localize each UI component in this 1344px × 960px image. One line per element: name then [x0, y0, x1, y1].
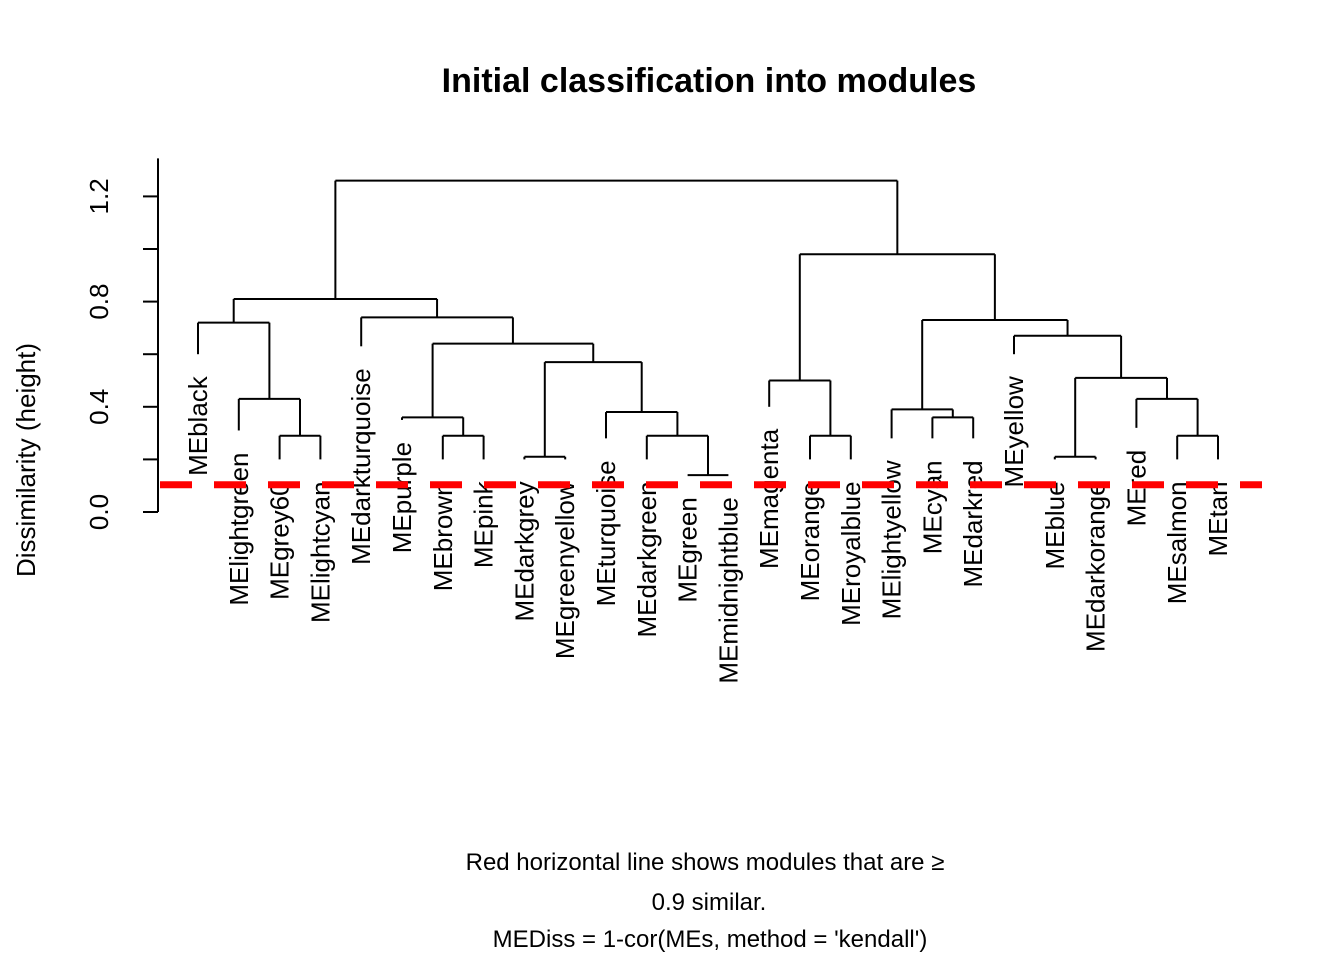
leaf-label-MEbrown: MEbrown	[428, 481, 458, 591]
leaf-label-MEdarkred: MEdarkred	[958, 460, 988, 587]
leaf-label-MEsalmon: MEsalmon	[1162, 481, 1192, 604]
leaf-label-MEdarkgreen: MEdarkgreen	[632, 481, 662, 637]
leaf-label-MEgreenyellow: MEgreenyellow	[550, 481, 580, 659]
leaf-label-MEblack: MEblack	[183, 375, 213, 476]
leaf-label-MEgrey60: MEgrey60	[265, 481, 295, 600]
chart-title: Initial classification into modules	[442, 62, 977, 100]
y-tick-label-2: 0.8	[84, 284, 114, 320]
y-tick-label-3: 1.2	[84, 178, 114, 214]
dendrogram-tree	[197, 179, 1219, 477]
leaf-label-MElightgreen: MElightgreen	[224, 452, 254, 605]
leaf-label-MEorange: MEorange	[795, 481, 825, 601]
leaf-label-MEroyalblue: MEroyalblue	[836, 481, 866, 626]
leaf-label-MEmidnightblue: MEmidnightblue	[713, 497, 743, 683]
caption-line-2: 0.9 similar.	[652, 889, 767, 916]
leaf-label-MEpink: MEpink	[469, 480, 499, 568]
leaf-label-MEblue: MEblue	[1040, 481, 1070, 569]
leaf-label-MEtan: MEtan	[1203, 481, 1233, 556]
leaf-label-MEpurple: MEpurple	[387, 442, 417, 553]
y-tick-label-0: 0.0	[84, 494, 114, 530]
caption-line-1: Red horizontal line shows modules that a…	[466, 849, 945, 876]
y-axis-label: Dissimilarity (height)	[11, 343, 41, 577]
y-axis: 0.0 0.4 0.8 1.2	[84, 158, 159, 530]
leaf-label-MEmagenta: MEmagenta	[754, 428, 784, 569]
leaf-label-MElightcyan: MElightcyan	[305, 481, 335, 623]
y-tick-label-1: 0.4	[84, 389, 114, 425]
caption-line-3: MEDiss = 1-cor(MEs, method = 'kendall')	[493, 926, 928, 953]
leaf-labels: MEblack MElightgreen MEgrey60 MElightcyan ME…	[183, 368, 1233, 683]
leaf-label-MEdarkorange: MEdarkorange	[1081, 481, 1111, 652]
leaf-label-MEdarkgrey: MEdarkgrey	[509, 481, 539, 621]
leaf-label-MEyellow: MEyellow	[999, 376, 1029, 487]
leaf-label-MEcyan: MEcyan	[917, 460, 947, 554]
leaf-label-MEdarkturquoise: MEdarkturquoise	[346, 368, 376, 565]
leaf-label-MEgreen: MEgreen	[673, 497, 703, 603]
